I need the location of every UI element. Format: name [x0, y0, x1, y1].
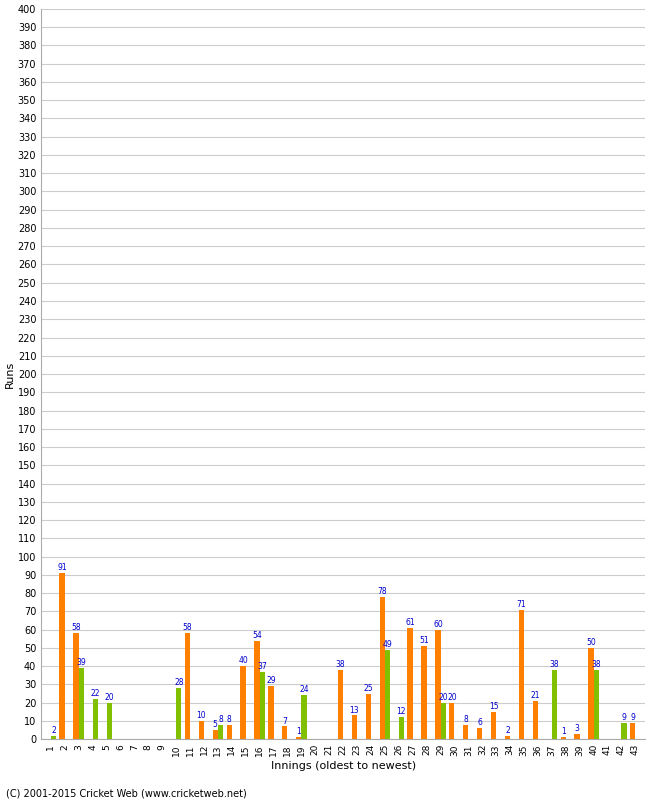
Text: 29: 29 — [266, 676, 276, 686]
Bar — [366, 694, 371, 739]
Bar — [408, 628, 413, 739]
Bar — [588, 648, 593, 739]
Bar — [185, 634, 190, 739]
Text: 10: 10 — [196, 711, 206, 720]
Text: 1: 1 — [296, 727, 301, 737]
Bar — [436, 630, 441, 739]
Text: 58: 58 — [72, 623, 81, 633]
X-axis label: Innings (oldest to newest): Innings (oldest to newest) — [270, 761, 416, 771]
Text: 78: 78 — [378, 587, 387, 596]
Bar — [385, 650, 390, 739]
Bar — [441, 702, 446, 739]
Bar — [60, 573, 65, 739]
Text: 20: 20 — [447, 693, 457, 702]
Bar — [593, 670, 599, 739]
Text: 21: 21 — [530, 691, 540, 700]
Text: 40: 40 — [238, 656, 248, 666]
Bar — [302, 695, 307, 739]
Text: 13: 13 — [350, 706, 359, 714]
Bar — [463, 725, 469, 739]
Bar — [296, 738, 302, 739]
Bar — [107, 702, 112, 739]
Bar — [73, 634, 79, 739]
Text: 54: 54 — [252, 630, 262, 640]
Bar — [575, 734, 580, 739]
Bar — [92, 699, 98, 739]
Text: 12: 12 — [396, 707, 406, 716]
Bar — [491, 712, 496, 739]
Text: 5: 5 — [213, 720, 218, 729]
Text: 2: 2 — [505, 726, 510, 734]
Bar — [519, 610, 524, 739]
Text: 38: 38 — [335, 660, 345, 669]
Bar — [218, 725, 223, 739]
Text: 50: 50 — [586, 638, 596, 647]
Text: 60: 60 — [433, 620, 443, 629]
Text: 8: 8 — [463, 714, 468, 724]
Bar — [380, 597, 385, 739]
Text: 2: 2 — [51, 726, 56, 734]
Bar — [79, 668, 84, 739]
Text: 20: 20 — [105, 693, 114, 702]
Bar — [560, 738, 566, 739]
Bar — [421, 646, 426, 739]
Bar — [505, 735, 510, 739]
Text: 25: 25 — [363, 684, 373, 693]
Bar — [199, 721, 204, 739]
Bar — [477, 728, 482, 739]
Text: 22: 22 — [90, 689, 100, 698]
Bar — [533, 701, 538, 739]
Bar — [176, 688, 181, 739]
Text: 1: 1 — [561, 727, 566, 737]
Bar — [399, 718, 404, 739]
Bar — [552, 670, 557, 739]
Text: 58: 58 — [183, 623, 192, 633]
Bar — [282, 726, 287, 739]
Bar — [51, 735, 56, 739]
Text: 8: 8 — [218, 714, 223, 724]
Text: 6: 6 — [477, 718, 482, 727]
Bar — [254, 641, 259, 739]
Text: 61: 61 — [405, 618, 415, 627]
Text: 8: 8 — [227, 714, 231, 724]
Y-axis label: Runs: Runs — [5, 361, 15, 388]
Text: 38: 38 — [550, 660, 560, 669]
Text: 3: 3 — [575, 724, 580, 733]
Bar — [352, 715, 357, 739]
Bar — [240, 666, 246, 739]
Text: 7: 7 — [282, 717, 287, 726]
Text: 15: 15 — [489, 702, 499, 711]
Text: 49: 49 — [383, 640, 393, 649]
Text: 37: 37 — [257, 662, 267, 670]
Text: 51: 51 — [419, 636, 429, 645]
Bar — [213, 730, 218, 739]
Bar — [621, 722, 627, 739]
Text: (C) 2001-2015 Cricket Web (www.cricketweb.net): (C) 2001-2015 Cricket Web (www.cricketwe… — [6, 789, 247, 798]
Text: 91: 91 — [57, 563, 67, 572]
Text: 28: 28 — [174, 678, 183, 687]
Text: 39: 39 — [77, 658, 86, 667]
Text: 9: 9 — [621, 713, 627, 722]
Text: 9: 9 — [630, 713, 635, 722]
Text: 38: 38 — [592, 660, 601, 669]
Text: 20: 20 — [438, 693, 448, 702]
Bar — [259, 672, 265, 739]
Bar — [449, 702, 454, 739]
Bar — [268, 686, 274, 739]
Text: 71: 71 — [517, 600, 526, 609]
Bar — [338, 670, 343, 739]
Bar — [226, 725, 232, 739]
Text: 24: 24 — [299, 686, 309, 694]
Bar — [630, 722, 636, 739]
